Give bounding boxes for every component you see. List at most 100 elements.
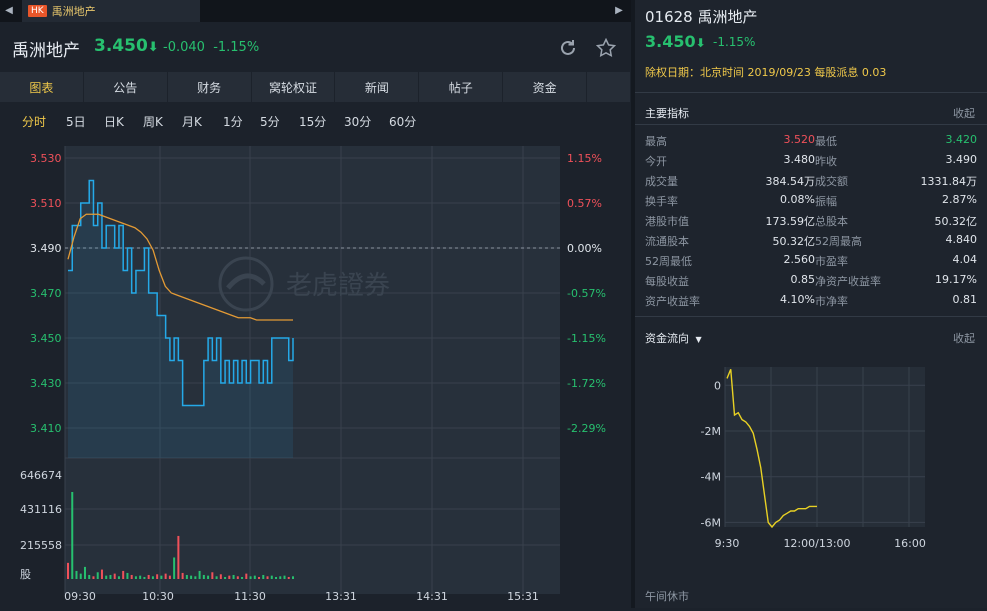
- flow-collapse-button[interactable]: 收起: [953, 332, 975, 345]
- tab-5[interactable]: 帖子: [419, 72, 503, 102]
- volume-bar: [266, 576, 269, 579]
- stock-tab[interactable]: HK 禹洲地产: [22, 0, 200, 22]
- period-9[interactable]: 60分: [389, 115, 417, 129]
- intraday-chart-svg: 3.530 3.510 3.490 3.470 3.450 3.430 3.410 1.15%…: [20, 146, 606, 603]
- metric-value: 0.08%: [780, 193, 815, 206]
- metric-value: 0.85: [790, 273, 816, 286]
- tab-3[interactable]: 窝轮权证: [251, 72, 335, 102]
- time-tick-label: 10:30: [142, 590, 174, 603]
- flow-tick-label: -2M: [701, 425, 721, 438]
- metric-label: 52周最低: [645, 255, 692, 268]
- quote-header: 禹洲地产 3.450⬇ -0.040 -1.15%: [0, 30, 631, 64]
- volume-bar: [139, 575, 142, 579]
- flow-plot-area: [725, 367, 925, 527]
- metric-label: 换手率: [645, 195, 678, 208]
- period-3[interactable]: 周K: [143, 115, 163, 129]
- pct-tick-label: -1.15%: [567, 332, 606, 345]
- scroll-right-icon[interactable]: ▶: [615, 5, 623, 16]
- volume-bar: [245, 573, 248, 579]
- metric-value: 3.490: [945, 153, 978, 166]
- flow-title[interactable]: 资金流向 ▼: [645, 332, 702, 345]
- volume-bar: [122, 570, 125, 579]
- period-2[interactable]: 日K: [104, 115, 124, 129]
- price-tick-label: 3.470: [30, 287, 62, 300]
- volume-bar: [198, 570, 201, 579]
- metric-label: 净资产收益率: [815, 275, 881, 288]
- last-price: 3.450⬇: [94, 36, 159, 56]
- period-7[interactable]: 15分: [299, 115, 327, 129]
- pct-tick-label: 1.15%: [567, 152, 602, 165]
- flow-tick-label: -6M: [701, 516, 721, 529]
- period-4[interactable]: 月K: [182, 115, 202, 129]
- tab-2[interactable]: 财务: [167, 72, 251, 102]
- volume-bar: [67, 562, 69, 579]
- price-tick-label: 3.450: [30, 332, 62, 345]
- price-tick-label: 3.410: [30, 422, 62, 435]
- chart-panel: ◀ HK 禹洲地产 ▶ 禹洲地产 3.450⬇ -0.040 -1.15% 图表…: [0, 0, 631, 603]
- period-8[interactable]: 30分: [344, 115, 372, 129]
- scroll-left-icon[interactable]: ◀: [5, 5, 13, 16]
- price-tick-label: 3.530: [30, 152, 62, 165]
- period-6[interactable]: 5分: [260, 115, 280, 129]
- volume-bar: [275, 576, 278, 579]
- period-1[interactable]: 5日: [66, 115, 86, 129]
- metric-row: 最高 3.520 最低 3.420: [645, 130, 977, 150]
- volume-bar: [147, 574, 150, 579]
- volume-bar: [262, 574, 265, 579]
- star-icon[interactable]: [595, 37, 617, 58]
- metric-label: 资产收益率: [645, 295, 700, 308]
- volume-bar: [173, 557, 176, 579]
- metric-label: 成交量: [645, 175, 678, 188]
- sidebar-change-pct: -1.15%: [713, 35, 756, 49]
- metric-label: 最低: [815, 135, 837, 148]
- plot-area: [65, 146, 560, 594]
- sidebar-price: 3.450⬇: [645, 32, 706, 51]
- volume-bar: [253, 575, 256, 579]
- volume-bar: [194, 576, 197, 579]
- metric-label: 振幅: [815, 195, 837, 208]
- volume-bar: [185, 574, 188, 579]
- tab-6[interactable]: 资金: [503, 72, 587, 102]
- refresh-icon[interactable]: [558, 38, 578, 58]
- tab-0[interactable]: 图表: [0, 72, 83, 102]
- metric-row: 52周最低 2.560 市盈率 4.04: [645, 250, 977, 270]
- price-area: [68, 180, 293, 458]
- metric-value: 173.59亿: [765, 215, 816, 228]
- volume-bar: [258, 576, 261, 579]
- price-tick-label: 3.510: [30, 197, 62, 210]
- tab-1[interactable]: 公告: [83, 72, 167, 102]
- metric-row: 换手率 0.08% 振幅 2.87%: [645, 190, 977, 210]
- volume-bar: [117, 576, 120, 579]
- volume-bar: [164, 573, 167, 579]
- volume-bar: [88, 574, 91, 579]
- volume-bar: [105, 575, 108, 579]
- metric-label: 流通股本: [645, 235, 689, 248]
- time-tick-label: 11:30: [234, 590, 266, 603]
- watermark: 老虎證券: [218, 256, 390, 312]
- stock-name: 禹洲地产: [12, 41, 80, 61]
- metric-row: 成交量 384.54万 成交额 1331.84万: [645, 170, 977, 190]
- time-tick-label: 15:31: [507, 590, 539, 603]
- divider: [635, 316, 987, 317]
- market-badge: HK: [28, 5, 47, 17]
- volume-bar: [232, 574, 235, 579]
- period-0[interactable]: 分时: [22, 115, 47, 129]
- pct-tick-label: 0.57%: [567, 197, 602, 210]
- time-tick-label: 13:31: [325, 590, 357, 603]
- quote-sidebar: 01628 禹洲地产 3.450⬇ -1.15% 除权日期：北京时间 2019/…: [635, 0, 987, 608]
- metric-row: 每股收益 0.85 净资产收益率 19.17%: [645, 270, 977, 290]
- volume-tick-label: 646674: [20, 469, 62, 482]
- panel-divider[interactable]: [631, 0, 635, 608]
- volume-bar: [71, 492, 74, 579]
- pct-tick-label: -0.57%: [567, 287, 606, 300]
- period-5[interactable]: 1分: [223, 115, 243, 129]
- metrics-collapse-button[interactable]: 收起: [953, 107, 975, 120]
- tiger-logo-icon: [218, 256, 274, 312]
- pct-tick-label: -1.72%: [567, 377, 606, 390]
- volume-bar: [113, 573, 116, 579]
- volume-bar: [283, 575, 286, 579]
- price-line: [68, 179, 294, 407]
- volume-bar: [236, 576, 239, 579]
- tab-4[interactable]: 新闻: [335, 72, 419, 102]
- pct-tick-label: -2.29%: [567, 422, 606, 435]
